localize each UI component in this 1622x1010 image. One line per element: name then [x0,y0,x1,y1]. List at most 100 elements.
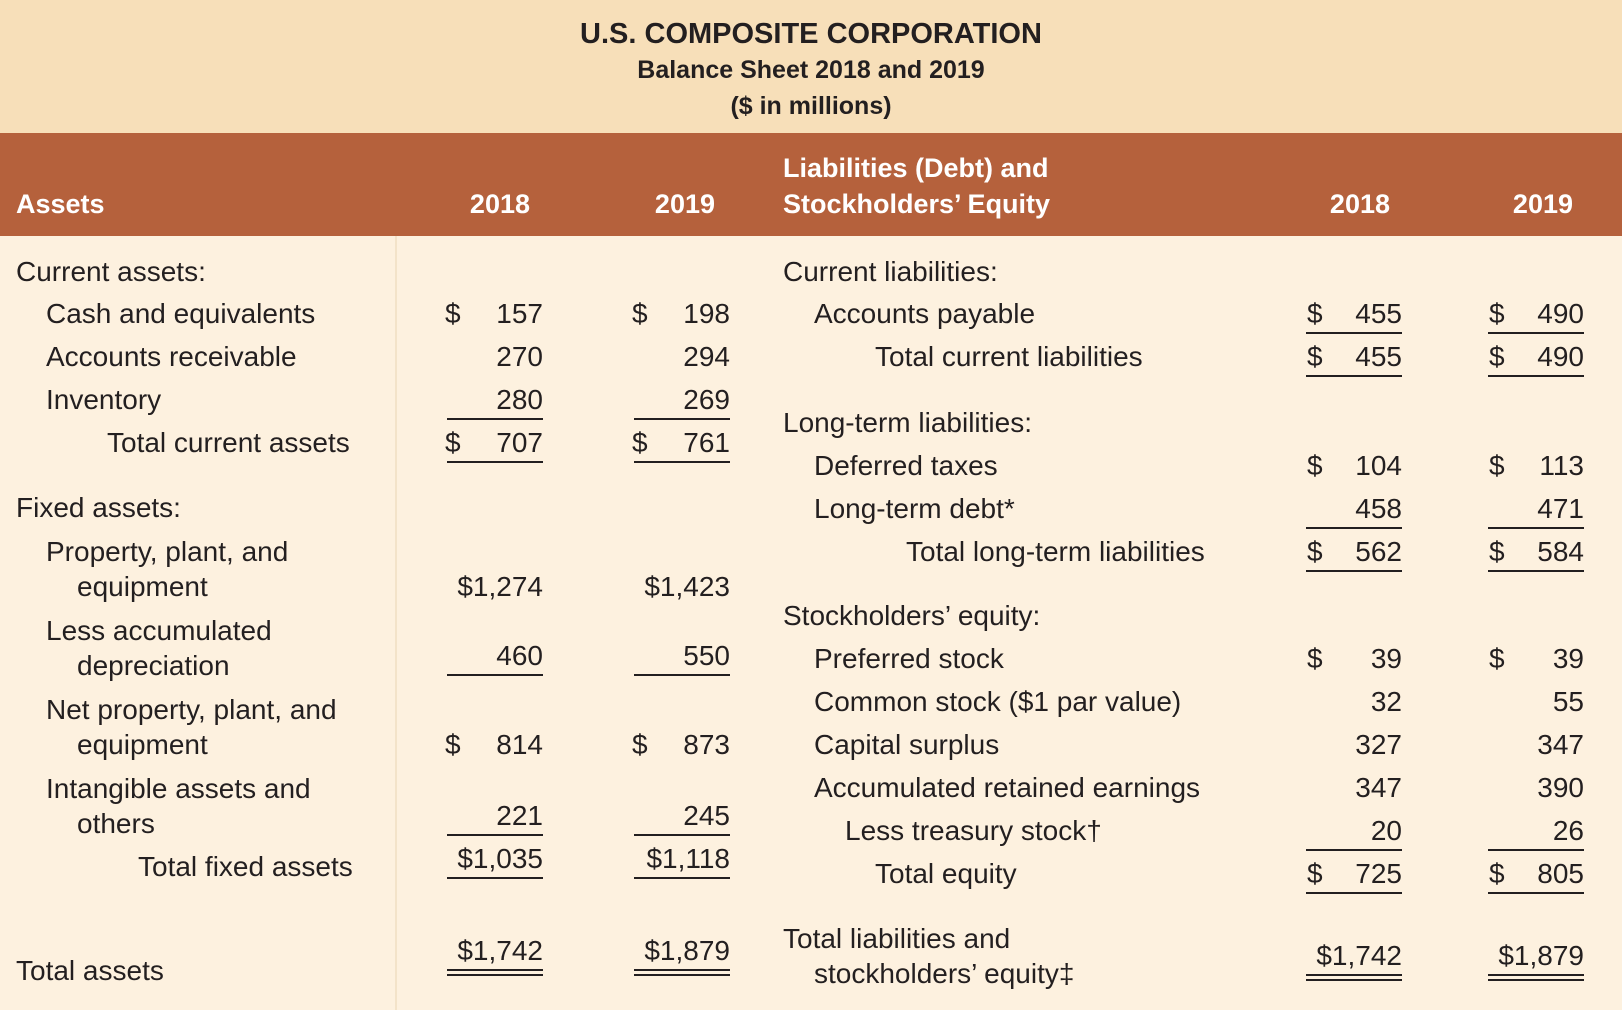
capital-surplus-2019: 347 [1537,729,1584,760]
total-assets-label: Total assets [16,955,164,986]
inventory-2018: 280 [496,384,543,415]
column-divider [395,236,397,1010]
receivable-2018: 270 [496,341,543,372]
liabilities-2018-header: 2018 [1329,189,1390,219]
current-liabilities-heading: Current liabilities: [783,256,998,287]
cash-label: Cash and equivalents [46,298,316,329]
dollar-sign: $ [445,298,461,329]
fixed-assets-heading: Fixed assets: [16,492,181,523]
dollar-sign: $ [445,729,461,760]
dollar-sign: $ [632,298,648,329]
underline [634,877,730,879]
double-underline [634,969,730,976]
company-title: U.S. COMPOSITE CORPORATION [580,18,1042,50]
underline [447,461,543,463]
underline [1306,849,1402,851]
underline [634,674,730,676]
capital-surplus-label: Capital surplus [814,729,1000,760]
underline [1488,892,1584,894]
deferred-taxes-label: Deferred taxes [814,450,998,481]
underline [1488,849,1584,851]
capital-surplus-2018: 327 [1355,729,1402,760]
dollar-sign: $ [1489,450,1505,481]
total-current-assets-2018: 707 [496,427,543,458]
long-term-debt-2018: 458 [1355,493,1402,524]
dollar-sign: $ [1489,643,1505,674]
total-liabilities-equity-label-line2: stockholders’ equity‡ [814,958,1075,989]
underline [447,834,543,836]
dollar-sign: $ [1307,536,1323,567]
retained-earnings-label: Accumulated retained earnings [814,772,1201,803]
total-current-assets-2019: 761 [683,427,730,458]
preferred-stock-2019: 39 [1552,643,1584,674]
underline [1306,527,1402,529]
total-fixed-assets-2019: $1,118 [646,843,730,874]
common-stock-label: Common stock ($1 par value) [814,686,1182,717]
inventory-2019: 269 [683,384,730,415]
total-liabilities-equity-2019: $1,879 [1498,940,1584,971]
treasury-stock-2018: 20 [1370,815,1402,846]
depreciation-label-line2: depreciation [77,650,230,681]
dollar-sign: $ [445,427,461,458]
total-long-term-liabilities-2019: 584 [1537,536,1584,567]
net-ppe-label-line1: Net property, plant, and [46,694,337,725]
total-equity-2018: 725 [1355,858,1402,889]
underline [447,418,543,420]
common-stock-2019: 55 [1552,686,1584,717]
total-liabilities-equity-label-line1: Total liabilities and [783,923,1011,954]
total-current-liabilities-label: Total current liabilities [875,341,1143,372]
long-term-debt-2019: 471 [1537,493,1584,524]
total-long-term-liabilities-label: Total long-term liabilities [906,536,1205,567]
cash-2018: 157 [496,298,543,329]
common-stock-2018: 32 [1370,686,1402,717]
liabilities-2019-header: 2019 [1512,189,1573,219]
dollar-sign: $ [632,729,648,760]
total-fixed-assets-2018: $1,035 [457,843,543,874]
treasury-stock-2019: 26 [1552,815,1584,846]
total-current-liabilities-2018: 455 [1355,341,1402,372]
ppe-2019: $1,423 [644,571,730,602]
dollar-sign: $ [1307,858,1323,889]
total-assets-2019: $1,879 [644,935,730,966]
liabilities-header-line1: Liabilities (Debt) and [783,153,1049,183]
payable-label: Accounts payable [814,298,1036,329]
units-note: ($ in millions) [730,92,892,120]
liabilities-header-line2: Stockholders’ Equity [783,189,1051,219]
title-banner [0,0,1622,133]
total-equity-label: Total equity [875,858,1017,889]
assets-2019-header: 2019 [654,189,715,219]
double-underline [1488,974,1584,981]
total-liabilities-equity-2018: $1,742 [1316,940,1402,971]
dollar-sign: $ [1489,298,1505,329]
receivable-2019: 294 [683,341,730,372]
dollar-sign: $ [1489,858,1505,889]
underline [1306,892,1402,894]
depreciation-2018: 460 [496,640,543,671]
ppe-label-line2: equipment [77,571,208,602]
column-header-bar [0,133,1622,236]
net-ppe-2018: 814 [496,729,543,760]
payable-2018: 455 [1355,298,1402,329]
dollar-sign: $ [1307,450,1323,481]
intangible-2019: 245 [683,800,730,831]
double-underline [447,969,543,976]
underline [1306,332,1402,334]
depreciation-label-line1: Less accumulated [46,615,272,646]
net-ppe-2019: 873 [683,729,730,760]
inventory-label: Inventory [46,384,162,415]
underline [447,877,543,879]
intangible-label-line2: others [77,808,155,839]
total-fixed-assets-label: Total fixed assets [138,851,353,882]
stockholders-equity-heading: Stockholders’ equity: [783,600,1041,631]
statement-subtitle: Balance Sheet 2018 and 2019 [637,56,985,84]
double-underline [1306,974,1402,981]
total-assets-2018: $1,742 [457,935,543,966]
deferred-taxes-2019: 113 [1539,450,1584,481]
underline [1306,570,1402,572]
underline [447,674,543,676]
underline [1488,332,1584,334]
total-long-term-liabilities-2018: 562 [1355,536,1402,567]
total-current-assets-label: Total current assets [107,427,350,458]
long-term-liabilities-heading: Long-term liabilities: [783,407,1032,438]
preferred-stock-label: Preferred stock [814,643,1004,674]
